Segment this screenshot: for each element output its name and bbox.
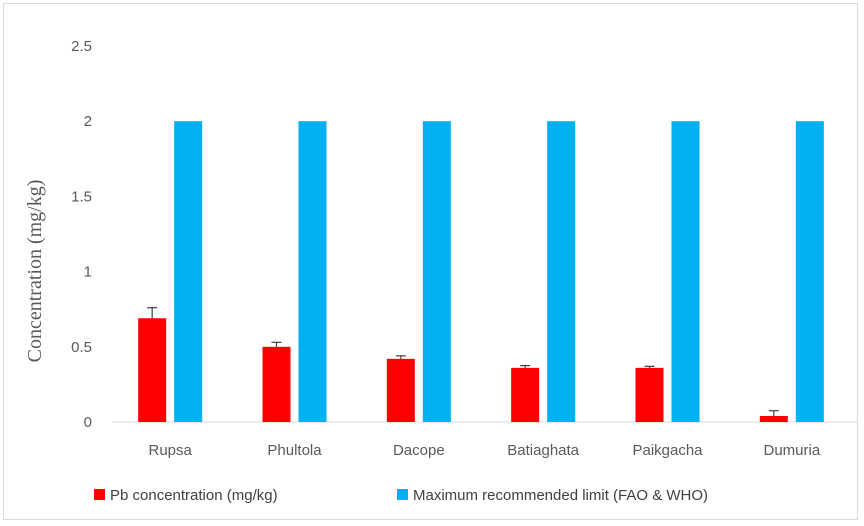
bar-pb-paikgacha xyxy=(635,367,664,422)
error-bar-batiaghata xyxy=(520,365,531,368)
y-axis-ticks: 0 0.5 1 1.5 2 2.5 xyxy=(71,38,92,431)
error-bar-phultola xyxy=(271,341,282,347)
bar-pb-rupsa xyxy=(138,318,167,422)
legend-item-pb: Pb concentration (mg/kg) xyxy=(94,487,278,504)
bar-limit-dacope xyxy=(422,121,451,422)
y-axis-label: Concentration (mg/kg) xyxy=(24,180,46,363)
legend-label: Maximum recommended limit (FAO & WHO) xyxy=(413,487,708,504)
bar-pb-dumuria xyxy=(759,415,788,422)
y-tick-label: 0.5 xyxy=(71,339,92,356)
legend-item-limit: Maximum recommended limit (FAO & WHO) xyxy=(397,487,708,504)
bar-limit-phultola xyxy=(298,121,327,422)
x-tick-label: Phultola xyxy=(267,442,322,459)
error-bar-dumuria xyxy=(768,410,779,416)
y-tick-label: 0 xyxy=(84,414,92,431)
x-tick-label: Dacope xyxy=(393,442,445,459)
error-bar-rupsa xyxy=(147,307,158,319)
bars xyxy=(138,121,824,422)
bar-pb-phultola xyxy=(262,346,291,422)
x-tick-label: Dumuria xyxy=(763,442,820,459)
bar-limit-dumuria xyxy=(795,121,824,422)
x-tick-label: Rupsa xyxy=(148,442,192,459)
y-tick-label: 1.5 xyxy=(71,188,92,205)
x-axis-ticks: Rupsa Phultola Dacope Batiaghata Paikgacha Du… xyxy=(148,442,820,459)
error-bar-dacope xyxy=(395,355,406,359)
x-tick-label: Paikgacha xyxy=(632,442,703,459)
y-tick-label: 2 xyxy=(84,113,92,130)
bar-pb-batiaghata xyxy=(511,367,540,422)
bar-limit-batiaghata xyxy=(547,121,576,422)
y-tick-label: 2.5 xyxy=(71,38,92,55)
legend: Pb concentration (mg/kg) Maximum recommen… xyxy=(94,487,708,504)
error-bar-paikgacha xyxy=(644,365,655,368)
bar-pb-dacope xyxy=(386,358,415,422)
legend-swatch xyxy=(94,489,105,500)
x-tick-label: Batiaghata xyxy=(507,442,579,459)
legend-swatch xyxy=(397,489,408,500)
y-tick-label: 1 xyxy=(84,264,92,281)
bar-limit-rupsa xyxy=(174,121,203,422)
bar-limit-paikgacha xyxy=(671,121,700,422)
legend-label: Pb concentration (mg/kg) xyxy=(110,487,278,504)
